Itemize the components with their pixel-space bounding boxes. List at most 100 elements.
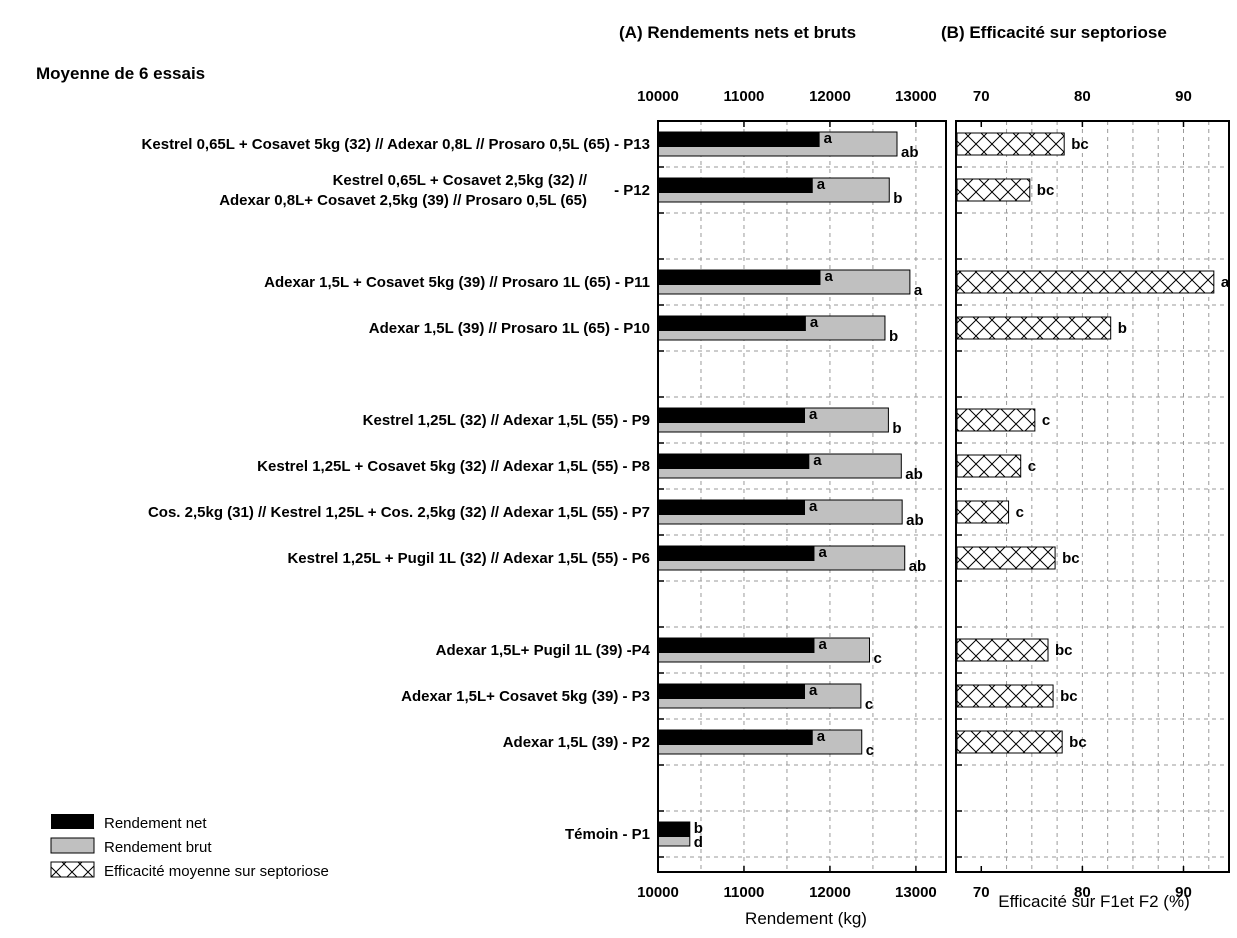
treatment-label: Adexar 1,5L + Cosavet 5kg (39) // Prosar…: [264, 274, 650, 291]
tick-label-bottom: 10000: [637, 884, 679, 901]
bar-net: [658, 638, 815, 653]
bar-net: [658, 500, 806, 515]
efficacite-letter: c: [1016, 504, 1024, 521]
panel-b-xlabel: Efficacité sur F1et F2 (%): [998, 892, 1189, 911]
efficacite-letter: c: [1028, 458, 1036, 475]
treatment-label: Adexar 1,5L (39) // Prosaro 1L (65) - P1…: [369, 320, 650, 337]
panel-b-title: (B) Efficacité sur septoriose: [941, 23, 1167, 42]
efficacite-letter: b: [1118, 320, 1127, 337]
tick-label-top: 11000: [724, 88, 765, 105]
treatment-label: Adexar 1,5L+ Pugil 1L (39) -P4: [436, 642, 651, 659]
tick-label-top: 10000: [637, 88, 679, 105]
treatment-label: Témoin - P1: [565, 826, 650, 843]
brut-letter: c: [866, 742, 874, 759]
bar-net: [658, 316, 806, 331]
treatment-label-suffix: - P12: [614, 182, 650, 199]
efficacite-letter: c: [1042, 412, 1050, 429]
net-letter: a: [817, 176, 826, 193]
bar-efficacite: [956, 500, 1010, 524]
legend-swatch-efficacite: [50, 861, 95, 878]
legend-label-net: Rendement net: [104, 815, 207, 832]
panel-a-title: (A) Rendements nets et bruts: [619, 23, 856, 42]
brut-letter: ab: [901, 144, 919, 161]
bar-net: [658, 178, 813, 193]
legend: Rendement net Rendement brut Efficacité …: [50, 814, 329, 880]
bar-net: [658, 270, 821, 285]
tick-label-bottom: 80: [1074, 884, 1091, 901]
bar-efficacite: [956, 270, 1215, 294]
tick-label-top: 80: [1074, 88, 1091, 105]
brut-letter: c: [873, 650, 881, 667]
bar-efficacite: [956, 316, 1112, 340]
header-note: Moyenne de 6 essais: [36, 64, 205, 83]
tick-label-top: 13000: [895, 88, 937, 105]
bar-efficacite: [956, 730, 1063, 754]
efficacite-letter: bc: [1037, 182, 1055, 199]
efficacite-letter: bc: [1055, 642, 1073, 659]
net-letter: a: [818, 636, 827, 653]
tick-label-top: 90: [1175, 88, 1192, 105]
brut-letter: d: [694, 834, 703, 851]
efficacite-letter: bc: [1062, 550, 1080, 567]
tick-label-bottom: 70: [973, 884, 990, 901]
treatment-label: Kestrel 1,25L (32) // Adexar 1,5L (55) -…: [363, 412, 650, 429]
treatment-label: Kestrel 0,65L + Cosavet 5kg (32) // Adex…: [142, 136, 650, 153]
net-letter: b: [694, 820, 703, 837]
net-letter: a: [813, 452, 822, 469]
panel-b-frame: [955, 120, 1230, 873]
efficacite-letter: bc: [1060, 688, 1078, 705]
treatment-label: Adexar 1,5L+ Cosavet 5kg (39) - P3: [401, 688, 650, 705]
bar-net: [658, 730, 813, 745]
treatment-label: Kestrel 1,25L + Pugil 1L (32) // Adexar …: [287, 550, 650, 567]
bar-efficacite: [956, 454, 1022, 478]
treatment-label: Cos. 2,5kg (31) // Kestrel 1,25L + Cos. …: [148, 504, 650, 521]
brut-letter: c: [865, 696, 873, 713]
legend-swatch-net: [51, 814, 94, 829]
brut-letter: ab: [905, 466, 923, 483]
tick-label-top: 12000: [809, 88, 851, 105]
treatment-label-line2: Adexar 0,8L+ Cosavet 2,5kg (39) // Prosa…: [219, 192, 587, 209]
tick-label-bottom: 12000: [809, 884, 851, 901]
brut-letter: ab: [906, 512, 924, 529]
treatment-label: Adexar 1,5L (39) - P2: [503, 734, 650, 751]
bar-net: [658, 408, 806, 423]
tick-label-bottom: 90: [1175, 884, 1192, 901]
bar-efficacite: [956, 132, 1065, 156]
brut-letter: b: [893, 190, 902, 207]
brut-letter: a: [914, 282, 923, 299]
bar-net: [658, 822, 690, 837]
bar-net: [658, 684, 806, 699]
bar-efficacite: [956, 684, 1054, 708]
treatment-label-line1: Kestrel 0,65L + Cosavet 2,5kg (32) //: [333, 172, 588, 189]
legend-label-efficacite: Efficacité moyenne sur septoriose: [104, 863, 329, 880]
legend-swatch-brut: [50, 837, 95, 854]
bar-efficacite: [956, 638, 1049, 662]
net-letter: a: [809, 682, 818, 699]
efficacite-letter: a: [1221, 274, 1230, 291]
brut-letter: b: [892, 420, 901, 437]
net-letter: a: [809, 406, 818, 423]
panel-a-frame: [657, 120, 947, 873]
legend-label-brut: Rendement brut: [104, 839, 212, 856]
tick-label-bottom: 13000: [895, 884, 937, 901]
net-letter: a: [818, 544, 827, 561]
bar-efficacite: [956, 408, 1036, 432]
efficacite-letter: bc: [1071, 136, 1089, 153]
bar-efficacite: [956, 546, 1056, 570]
bar-net: [658, 454, 810, 469]
bar-net: [658, 546, 815, 561]
net-letter: a: [810, 314, 819, 331]
bar-efficacite: [956, 178, 1031, 202]
panel-a-xlabel: Rendement (kg): [745, 909, 867, 928]
net-letter: a: [817, 728, 826, 745]
net-letter: a: [824, 268, 833, 285]
efficacite-letter: bc: [1069, 734, 1087, 751]
tick-label-bottom: 11000: [724, 884, 765, 901]
treatment-label: Kestrel 1,25L + Cosavet 5kg (32) // Adex…: [257, 458, 650, 475]
net-letter: a: [809, 498, 818, 515]
brut-letter: ab: [909, 558, 927, 575]
bar-net: [658, 132, 820, 147]
brut-letter: b: [889, 328, 898, 345]
net-letter: a: [824, 130, 833, 147]
